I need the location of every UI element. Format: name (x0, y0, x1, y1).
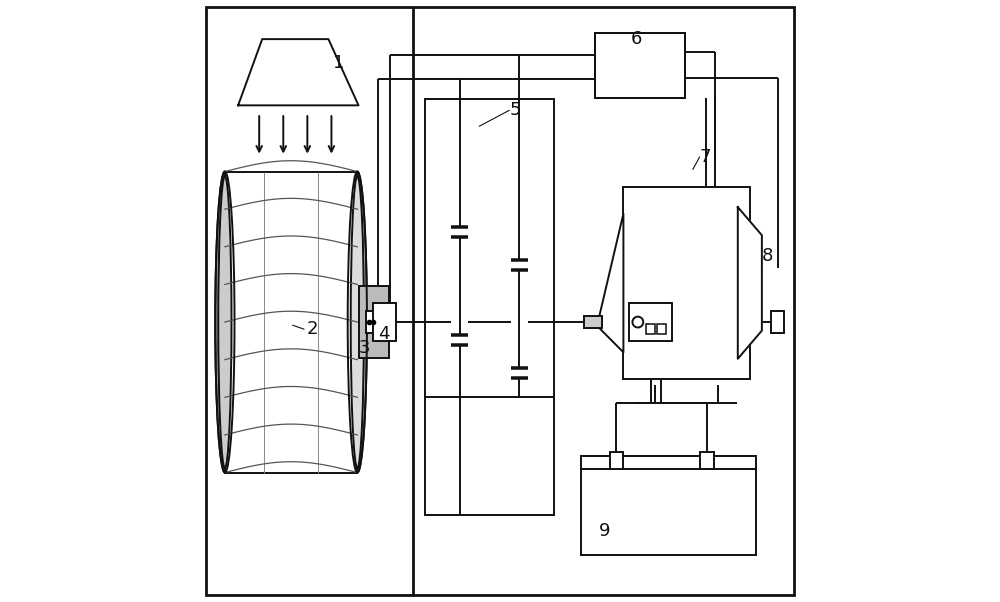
Bar (646, 324, 655, 334)
Text: 5: 5 (510, 101, 521, 119)
Ellipse shape (218, 176, 232, 468)
Bar (366, 311, 375, 333)
Text: 3: 3 (359, 339, 370, 357)
Bar (373, 303, 396, 341)
Text: 2: 2 (306, 320, 318, 338)
Ellipse shape (348, 172, 367, 473)
Bar (623, 187, 750, 379)
Text: 8: 8 (761, 247, 773, 265)
Polygon shape (238, 39, 359, 105)
Polygon shape (599, 214, 623, 352)
Bar (771, 311, 784, 333)
Text: 1: 1 (333, 54, 344, 72)
Bar (700, 452, 714, 469)
Bar (657, 324, 666, 334)
Bar (610, 452, 623, 469)
Polygon shape (738, 207, 762, 359)
Bar (629, 303, 672, 341)
Bar (425, 99, 554, 515)
Ellipse shape (351, 176, 364, 468)
Bar (581, 469, 756, 555)
Bar (225, 172, 357, 473)
Bar (584, 316, 602, 328)
Text: 9: 9 (599, 522, 610, 540)
Ellipse shape (215, 172, 235, 473)
Text: 6: 6 (631, 29, 643, 48)
Bar (595, 33, 685, 98)
Bar (581, 456, 756, 469)
Bar (595, 33, 685, 98)
Text: 7: 7 (700, 147, 711, 166)
Text: 4: 4 (378, 325, 390, 343)
Bar (359, 286, 389, 358)
